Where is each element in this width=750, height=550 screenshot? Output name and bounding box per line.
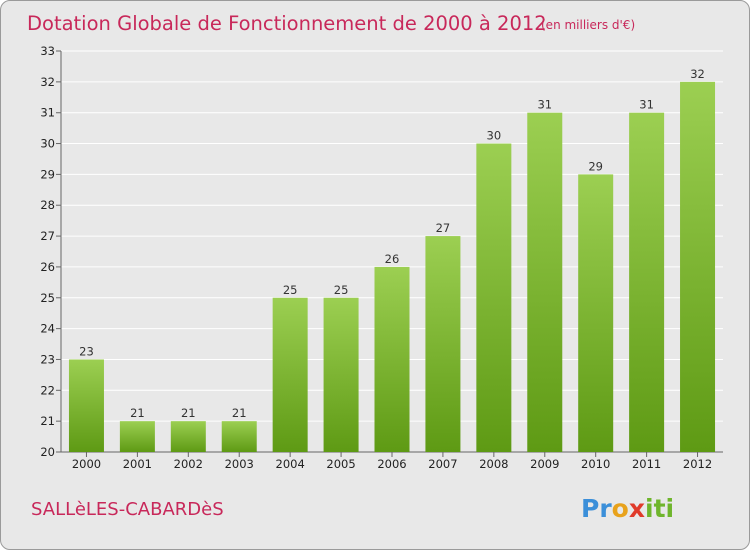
data-label-2010: 29 — [588, 159, 603, 173]
bar-2011 — [629, 112, 665, 452]
data-label-2000: 23 — [79, 344, 94, 358]
data-label-2003: 21 — [232, 406, 247, 420]
logo-letter: i — [645, 494, 654, 523]
bar-2010 — [578, 174, 614, 452]
logo-letter: i — [666, 494, 675, 523]
y-tick-label: 23 — [40, 352, 55, 366]
data-label-2012: 32 — [690, 67, 705, 81]
bar-2002 — [170, 421, 206, 452]
data-label-2011: 31 — [639, 98, 654, 112]
bar-2008 — [476, 143, 512, 453]
y-tick-label: 26 — [40, 260, 55, 274]
y-tick-label: 24 — [40, 322, 55, 336]
data-label-2005: 25 — [334, 283, 349, 297]
bars — [68, 81, 716, 453]
bar-2004 — [272, 297, 308, 452]
bar-2012 — [680, 81, 716, 452]
x-tick-label-2010: 2010 — [581, 457, 610, 471]
x-tick-label-2012: 2012 — [683, 457, 712, 471]
x-tick-label-2009: 2009 — [530, 457, 559, 471]
x-tick-label-2004: 2004 — [276, 457, 305, 471]
data-label-2009: 31 — [537, 98, 552, 112]
y-tick-label: 33 — [40, 44, 55, 58]
bar-2001 — [119, 421, 155, 452]
data-labels: 23 21 21 21 25 25 26 27 30 31 29 31 32 — [79, 67, 705, 420]
x-tick-label-2002: 2002 — [174, 457, 203, 471]
chart-title: Dotation Globale de Fonctionnement de 20… — [27, 12, 547, 35]
bar-2006 — [374, 266, 410, 452]
data-label-2002: 21 — [181, 406, 196, 420]
data-label-2001: 21 — [130, 406, 145, 420]
logo-letter: x — [629, 494, 645, 523]
chart-unit-note: (en milliers d'€) — [541, 18, 635, 32]
bar-2003 — [221, 421, 257, 452]
x-tick-label-2001: 2001 — [123, 457, 152, 471]
y-tick-label: 20 — [40, 445, 55, 459]
data-label-2007: 27 — [436, 221, 451, 235]
bar-2009 — [527, 112, 563, 452]
bar-2005 — [323, 297, 359, 452]
x-tick-label-2007: 2007 — [428, 457, 457, 471]
y-tick-label: 30 — [40, 137, 55, 151]
x-tick-label-2008: 2008 — [479, 457, 508, 471]
data-label-2004: 25 — [283, 283, 298, 297]
x-tick-label-2003: 2003 — [225, 457, 254, 471]
logo-letter: P — [581, 494, 599, 523]
x-tick-label-2005: 2005 — [326, 457, 355, 471]
y-tick-label: 32 — [40, 75, 55, 89]
logo-letter: t — [654, 494, 666, 523]
bar-2007 — [425, 236, 461, 452]
proxiti-logo: Proxiti — [581, 494, 674, 523]
x-tick-label-2006: 2006 — [377, 457, 406, 471]
logo-letter: o — [612, 494, 629, 523]
y-tick-label: 25 — [40, 291, 55, 305]
commune-name: SALLèLES-CABARDèS — [31, 499, 224, 520]
data-label-2008: 30 — [487, 129, 502, 143]
x-tick-label-2000: 2000 — [72, 457, 101, 471]
logo-letter: r — [599, 494, 612, 523]
y-tick-label: 28 — [40, 198, 55, 212]
bar-2000 — [68, 359, 104, 452]
y-tick-label: 27 — [40, 229, 55, 243]
y-tick-label: 22 — [40, 383, 55, 397]
y-tick-label: 21 — [40, 414, 55, 428]
y-tick-label: 31 — [40, 106, 55, 120]
y-tick-label: 29 — [40, 167, 55, 181]
axes: 20 21 22 23 24 25 26 27 28 29 30 31 32 33 2000 2001 2002… — [40, 44, 723, 471]
data-label-2006: 26 — [385, 252, 400, 266]
x-tick-label-2011: 2011 — [632, 457, 661, 471]
